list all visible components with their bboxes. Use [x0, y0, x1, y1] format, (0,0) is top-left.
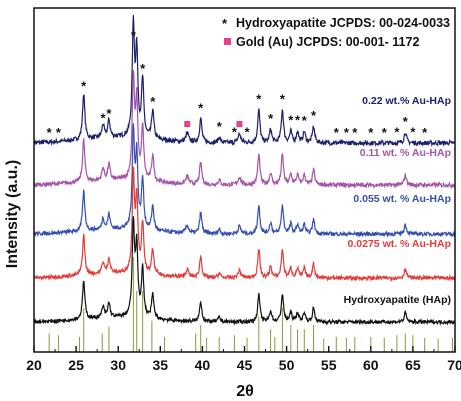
hap-star-marker-2: * [81, 79, 87, 94]
hap-star-marker-20: * [344, 125, 350, 140]
hap-star-marker-14: * [280, 91, 286, 106]
series-label-1: 0.11 wt. % Au-HAp [360, 147, 451, 159]
x-tick-label-10: 70 [447, 357, 461, 373]
series-label-4: Hydroxyapatite (HAp) [344, 294, 451, 306]
series-label-2: 0.055 wt. % Au-HAp [353, 193, 451, 205]
au-square-marker-0 [184, 121, 191, 127]
legend-label-hap: Hydroxyapatite JCPDS: 00-024-0033 [236, 16, 450, 30]
au-square-marker-1 [236, 121, 243, 127]
au-square-markers [184, 121, 243, 127]
x-tick-label-0: 20 [26, 357, 42, 373]
hap-star-marker-9: * [217, 119, 223, 134]
x-tick-label-3: 35 [153, 357, 169, 373]
series-line-1 [33, 69, 456, 190]
series-line-2 [33, 123, 456, 238]
hap-star-marker-16: * [295, 113, 301, 128]
hap-star-marker-5: * [131, 28, 137, 43]
series-label-3: 0.0275 wt. % Au-HAp [348, 238, 451, 250]
hap-star-marker-17: * [302, 113, 308, 128]
hap-star-marker-4: * [106, 106, 112, 121]
hap-star-marker-23: * [382, 125, 388, 140]
hap-star-marker-15: * [288, 112, 294, 127]
hap-star-marker-0: * [47, 125, 53, 140]
hap-star-marker-21: * [352, 125, 358, 140]
x-axis-title: 2θ [236, 383, 254, 400]
series-labels: 0.22 wt.% Au-HAp 0.11 wt. % Au-HAp 0.055 w… [344, 95, 451, 306]
legend-label-au: Gold (Au) JCPDS: 00-001- 1172 [236, 35, 419, 49]
hap-star-marker-25: * [403, 114, 409, 129]
hap-star-markers: * *** **** ** * ***** * * ** * * * * *** * [47, 28, 429, 140]
x-tick-label-8: 60 [363, 357, 379, 373]
hap-star-marker-19: * [334, 125, 340, 140]
series-group [33, 15, 456, 326]
legend-square-symbol [224, 38, 231, 45]
series-line-3 [33, 166, 456, 282]
hap-star-marker-27: * [422, 125, 428, 140]
hap-star-marker-6: * [140, 61, 146, 76]
hap-star-marker-18: * [311, 108, 317, 123]
hap-star-marker-7: * [150, 94, 156, 109]
hap-star-marker-13: * [268, 111, 274, 126]
reference-lines [48, 257, 453, 352]
x-tick-label-1: 25 [68, 357, 84, 373]
hap-star-marker-26: * [410, 125, 416, 140]
hap-star-marker-24: * [394, 125, 400, 140]
hap-star-marker-10: * [232, 125, 238, 140]
x-tick-label-5: 45 [237, 357, 253, 373]
x-tick-label-4: 40 [195, 357, 211, 373]
hap-star-marker-1: * [56, 125, 62, 140]
hap-star-marker-8: * [198, 101, 204, 116]
hap-star-marker-3: * [101, 110, 107, 125]
x-tick-label-2: 30 [110, 357, 126, 373]
hap-star-marker-12: * [256, 92, 262, 107]
legend: * Hydroxyapatite JCPDS: 00-024-0033 Gold (… [222, 16, 450, 49]
series-line-0 [33, 15, 456, 148]
series-label-0: 0.22 wt.% Au-HAp [362, 95, 451, 107]
legend-star-symbol: * [222, 16, 228, 31]
series-line-4 [33, 216, 456, 326]
y-axis-title: Intensity (a.u.) [4, 160, 21, 268]
hap-star-marker-11: * [244, 124, 250, 139]
x-tick-label-9: 65 [405, 357, 421, 373]
hap-star-marker-22: * [368, 125, 374, 140]
x-tick-label-7: 55 [321, 357, 337, 373]
x-tick-label-6: 50 [279, 357, 295, 373]
x-ticks: 20 25 30 35 40 45 50 55 60 65 70 [26, 346, 461, 373]
